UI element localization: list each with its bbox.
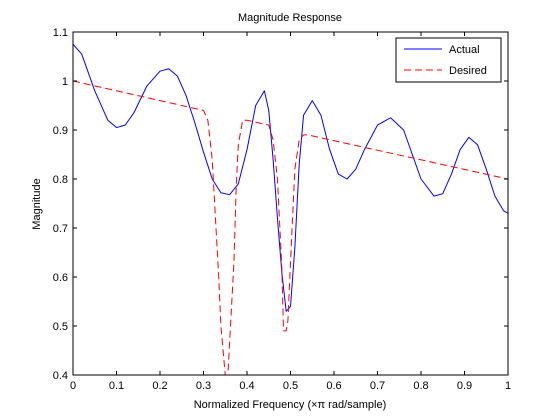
- chart-title: Magnitude Response: [238, 12, 342, 24]
- x-tick-label: 0.8: [413, 380, 428, 392]
- x-tick-label: 0: [70, 380, 76, 392]
- plot-area: [73, 32, 508, 375]
- y-tick-label: 0.8: [53, 174, 68, 186]
- x-tick-label: 0.3: [196, 380, 211, 392]
- x-tick-label: 0.2: [152, 380, 167, 392]
- legend-label-desired: Desired: [449, 65, 487, 77]
- y-tick-label: 1.1: [53, 27, 68, 39]
- x-tick-label: 0.1: [109, 380, 124, 392]
- legend-label-actual: Actual: [449, 44, 480, 56]
- x-axis-label: Normalized Frequency (×π rad/sample): [194, 399, 387, 411]
- y-tick-label: 0.6: [53, 272, 68, 284]
- x-tick-label: 0.7: [370, 380, 385, 392]
- x-tick-label: 0.6: [326, 380, 341, 392]
- x-tick-label: 1: [505, 380, 511, 392]
- x-tick-label: 0.5: [283, 380, 298, 392]
- y-tick-label: 0.4: [53, 370, 68, 382]
- y-tick-label: 0.5: [53, 321, 68, 333]
- legend: Actual Desired: [396, 38, 501, 82]
- y-tick-label: 0.9: [53, 125, 68, 137]
- y-tick-label: 0.7: [53, 223, 68, 235]
- x-tick-label: 0.9: [457, 380, 472, 392]
- y-axis-label: Magnitude: [31, 178, 43, 229]
- y-tick-label: 1: [62, 76, 68, 88]
- x-tick-label: 0.4: [239, 380, 254, 392]
